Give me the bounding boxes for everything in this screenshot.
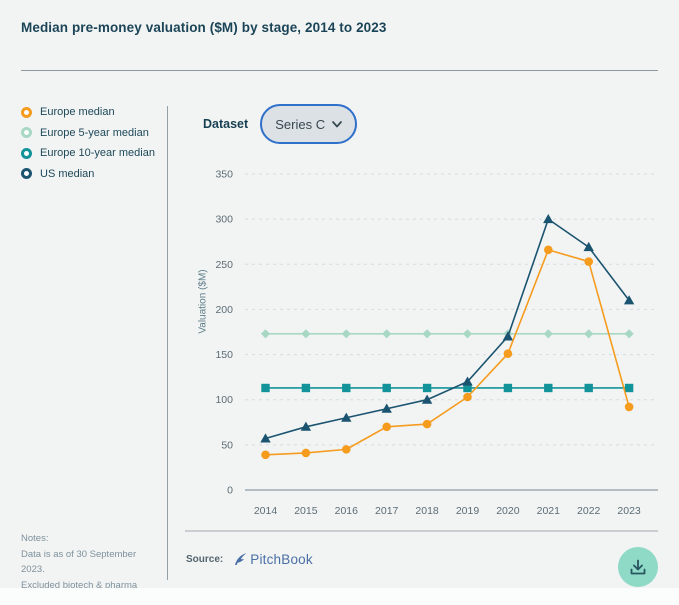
point-europe-10-year-median-2020[interactable] — [503, 383, 513, 393]
title-divider — [21, 70, 658, 71]
legend-item-europe-median[interactable]: Europe median — [21, 104, 155, 120]
point-europe-5-year-median-2021[interactable] — [543, 329, 553, 339]
page-bottom-strip — [0, 588, 679, 605]
legend-label: Europe median — [40, 106, 115, 118]
point-europe-10-year-median-2014[interactable] — [261, 383, 270, 393]
legend-label: US median — [40, 167, 95, 180]
y-tick-label-200: 200 — [215, 304, 233, 316]
point-europe-10-year-median-2023[interactable] — [624, 383, 634, 393]
legend-marker-us-median-icon — [21, 168, 32, 179]
point-us-median-2021[interactable] — [543, 213, 554, 224]
point-us-median-2023[interactable] — [623, 295, 635, 305]
chart-card: Median pre-money valuation ($M) by stage… — [21, 20, 658, 605]
dataset-selected-value: Series C — [275, 116, 326, 132]
point-us-median-2022[interactable] — [583, 241, 594, 252]
point-europe-median-2018[interactable] — [422, 419, 432, 429]
vertical-divider — [167, 106, 168, 580]
download-button[interactable] — [618, 547, 658, 587]
dataset-control: Dataset Series C — [203, 104, 358, 144]
point-europe-10-year-median-2019[interactable] — [463, 383, 472, 393]
notes-heading: Notes: — [21, 533, 49, 544]
point-europe-median-2021[interactable] — [544, 245, 553, 255]
point-europe-median-2020[interactable] — [503, 349, 513, 358]
point-europe-median-2015[interactable] — [301, 448, 311, 458]
point-europe-5-year-median-2017[interactable] — [382, 329, 392, 339]
point-us-median-2020[interactable] — [502, 331, 514, 341]
x-tick-label-2016: 2016 — [335, 505, 359, 517]
point-us-median-2014[interactable] — [260, 433, 271, 443]
legend-label: Europe 5-year median — [40, 126, 149, 139]
chart-legend: Europe median Europe 5-year median Europ… — [21, 104, 155, 182]
x-tick-label-2015: 2015 — [294, 505, 318, 517]
x-tick-label-2019: 2019 — [456, 505, 480, 517]
point-europe-5-year-median-2016[interactable] — [341, 329, 351, 339]
y-tick-label-0: 0 — [227, 485, 233, 497]
y-tick-label-300: 300 — [215, 214, 233, 226]
point-europe-median-2019[interactable] — [463, 392, 472, 402]
y-tick-label-250: 250 — [215, 259, 233, 271]
series-line-us-median — [265, 218, 630, 440]
point-europe-median-2023[interactable] — [624, 402, 634, 412]
point-europe-10-year-median-2017[interactable] — [382, 383, 391, 393]
legend-marker-europe-median-icon — [21, 106, 32, 118]
page-title: Median pre-money valuation ($M) by stage… — [21, 20, 387, 35]
point-us-median-2017[interactable] — [381, 403, 392, 413]
source-label: Source: — [186, 554, 224, 565]
x-tick-label-2020: 2020 — [496, 505, 520, 517]
point-europe-10-year-median-2018[interactable] — [422, 383, 432, 393]
point-us-median-2016[interactable] — [341, 412, 352, 422]
series-line-europe-median — [265, 249, 630, 456]
x-tick-label-2021: 2021 — [537, 505, 561, 517]
x-tick-label-2023: 2023 — [617, 505, 641, 517]
download-icon — [629, 558, 647, 576]
legend-item-us-median[interactable]: US median — [21, 166, 155, 182]
legend-marker-europe-10yr-median-icon — [21, 147, 32, 159]
point-europe-5-year-median-2015[interactable] — [301, 329, 311, 339]
point-europe-10-year-median-2021[interactable] — [544, 383, 553, 393]
point-us-median-2015[interactable] — [300, 421, 312, 431]
point-europe-10-year-median-2022[interactable] — [584, 383, 593, 393]
point-europe-5-year-median-2018[interactable] — [422, 329, 432, 339]
point-europe-10-year-median-2015[interactable] — [301, 383, 311, 393]
point-europe-10-year-median-2016[interactable] — [342, 383, 351, 393]
y-tick-label-150: 150 — [215, 349, 233, 361]
legend-item-europe-5yr-median[interactable]: Europe 5-year median — [21, 125, 155, 141]
point-europe-5-year-median-2023[interactable] — [624, 329, 634, 339]
point-europe-median-2022[interactable] — [584, 257, 593, 266]
notes-line-1: Data is as of 30 September 2023. — [21, 548, 137, 576]
chevron-down-icon — [332, 120, 342, 128]
point-us-median-2018[interactable] — [421, 394, 433, 404]
pitchbook-feather-icon — [234, 552, 248, 567]
x-tick-label-2018: 2018 — [415, 505, 439, 517]
pitchbook-logo[interactable]: PitchBook — [234, 552, 313, 567]
legend-item-europe-10yr-median[interactable]: Europe 10-year median — [21, 145, 155, 161]
point-europe-median-2016[interactable] — [342, 445, 351, 454]
point-europe-median-2017[interactable] — [382, 422, 392, 432]
point-europe-5-year-median-2022[interactable] — [584, 329, 594, 339]
y-tick-label-350: 350 — [215, 169, 233, 181]
x-tick-label-2022: 2022 — [577, 505, 601, 517]
legend-label: Europe 10-year median — [40, 147, 155, 159]
y-tick-label-100: 100 — [215, 394, 233, 406]
dataset-label: Dataset — [203, 117, 249, 131]
y-tick-label-50: 50 — [221, 439, 233, 451]
point-europe-5-year-median-2014[interactable] — [260, 329, 271, 339]
point-europe-5-year-median-2019[interactable] — [462, 329, 473, 339]
legend-marker-europe-5yr-median-icon — [21, 127, 32, 138]
point-us-median-2019[interactable] — [462, 376, 473, 386]
dataset-dropdown[interactable]: Series C — [260, 104, 358, 144]
source-attribution: Source: PitchBook — [186, 552, 313, 567]
point-europe-median-2014[interactable] — [261, 450, 270, 460]
x-tick-label-2017: 2017 — [375, 505, 399, 517]
pitchbook-wordmark: PitchBook — [250, 552, 313, 567]
x-tick-label-2014: 2014 — [254, 505, 278, 517]
